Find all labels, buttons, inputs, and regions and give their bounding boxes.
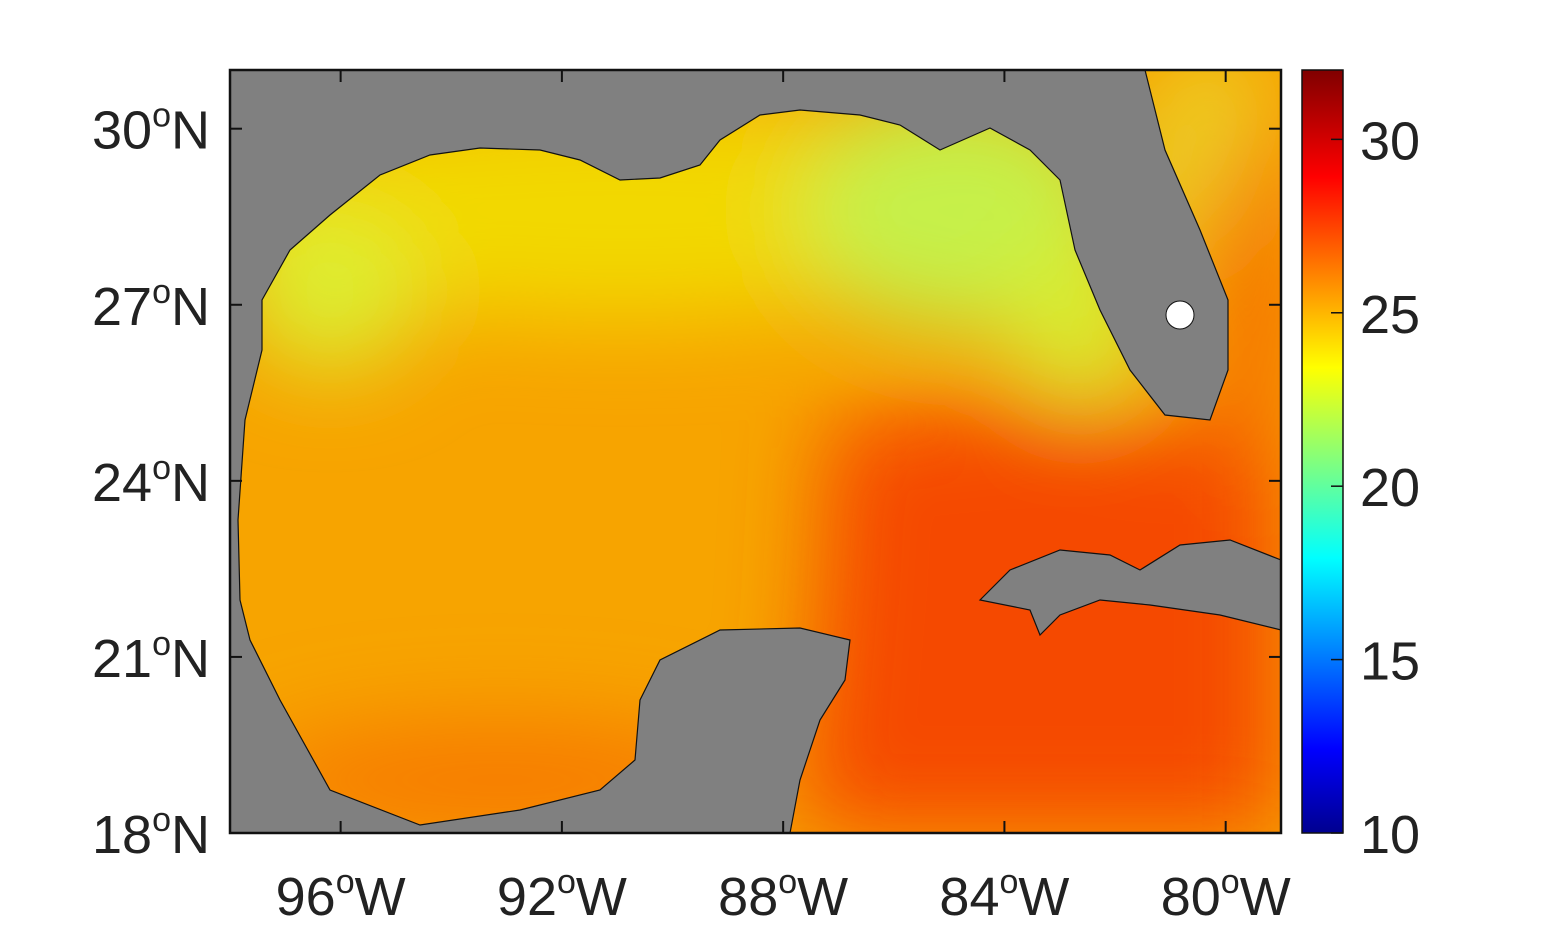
colorbar-ticks: 30 25 20 15 10 bbox=[1331, 111, 1420, 865]
lon-tick-label: 80oW bbox=[1161, 863, 1291, 927]
map-frame bbox=[228, 68, 1283, 835]
colorbar-tick-label: 25 bbox=[1360, 285, 1420, 345]
colorbar-scale bbox=[1301, 69, 1344, 834]
colorbar: 30 25 20 15 10 bbox=[1301, 69, 1420, 865]
map-area: 30oN 27oN 24oN 21oN 18oN 96oW 92oW 88oW 84oW 80oW bbox=[92, 68, 1291, 927]
colorbar-tick-label: 20 bbox=[1360, 458, 1420, 518]
lon-tick-label: 84oW bbox=[939, 863, 1069, 927]
lat-tick-label: 30oN bbox=[92, 97, 210, 161]
axis-ticks: 30oN 27oN 24oN 21oN 18oN 96oW 92oW 88oW 84oW 80oW bbox=[92, 70, 1291, 927]
lon-tick-label: 92oW bbox=[497, 863, 627, 927]
colorbar-tick-label: 10 bbox=[1360, 805, 1420, 865]
lon-tick-label: 88oW bbox=[718, 863, 848, 927]
lat-tick-label: 21oN bbox=[92, 625, 210, 689]
colorbar-tick-label: 30 bbox=[1360, 111, 1420, 171]
colorbar-tick-label: 15 bbox=[1360, 632, 1420, 692]
lake-okeechobee bbox=[1165, 300, 1195, 330]
lat-tick-label: 27oN bbox=[92, 273, 210, 337]
lat-tick-label: 18oN bbox=[92, 801, 210, 865]
lat-tick-label: 24oN bbox=[92, 449, 210, 513]
lon-tick-label: 96oW bbox=[276, 863, 406, 927]
